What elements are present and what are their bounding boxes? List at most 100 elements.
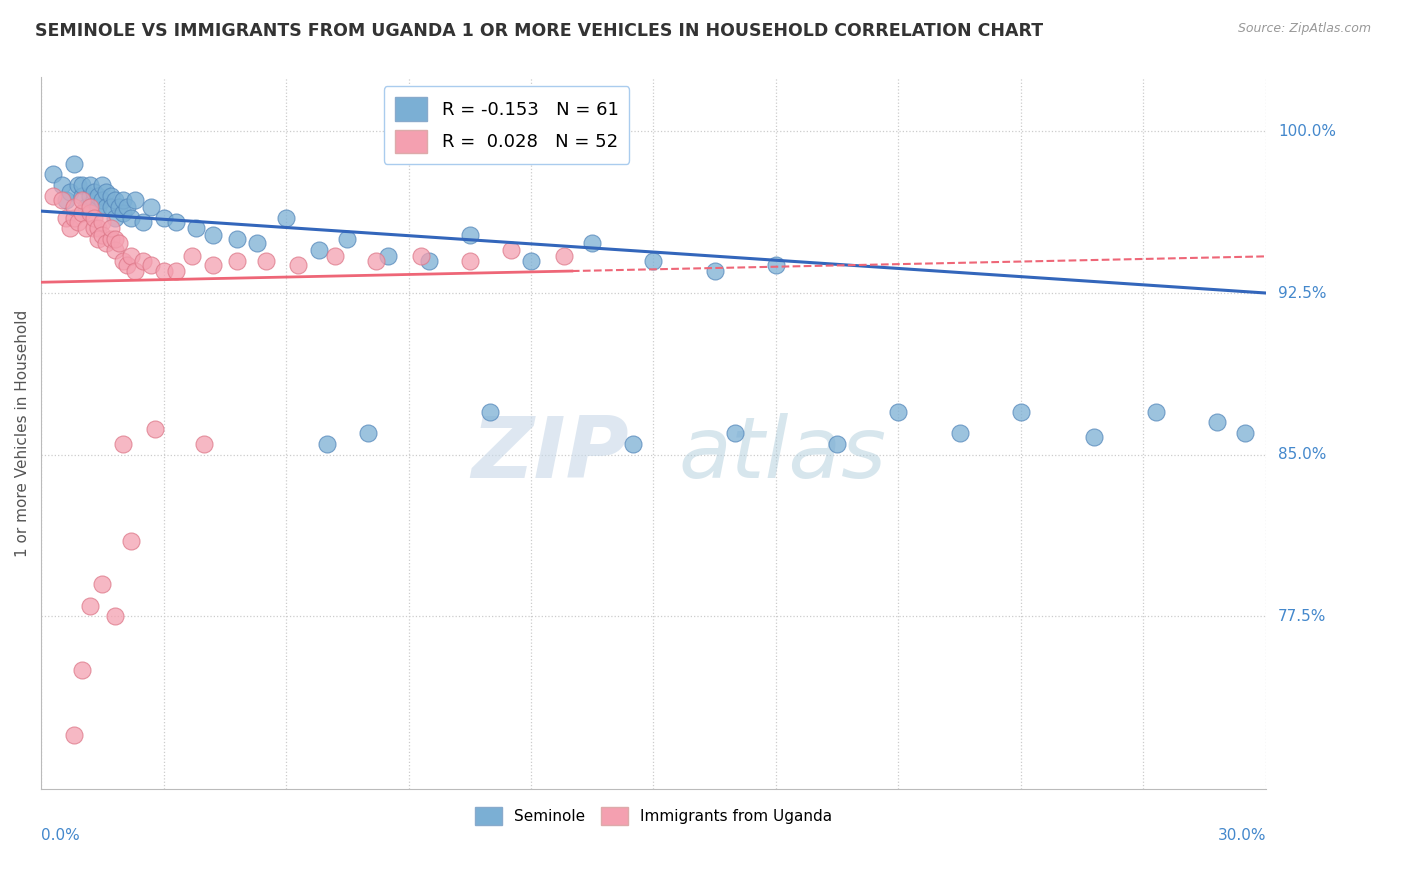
Point [201,227,224,242]
Point [59,185,82,199]
Point [193,437,215,451]
Point [132,253,155,268]
Point [246,236,269,251]
Point [949,426,972,441]
Point [724,426,747,441]
Text: 30.0%: 30.0% [1218,828,1265,843]
Text: SEMINOLE VS IMMIGRANTS FROM UGANDA 1 OR MORE VEHICLES IN HOUSEHOLD CORRELATION C: SEMINOLE VS IMMIGRANTS FROM UGANDA 1 OR … [35,22,1043,40]
Point [62,211,84,225]
Point [825,437,848,451]
Point [115,258,138,272]
Point [62,156,84,170]
Point [91,215,114,229]
Legend: Seminole, Immigrants from Uganda: Seminole, Immigrants from Uganda [468,801,838,831]
Point [115,200,138,214]
Point [120,249,142,263]
Point [104,243,127,257]
Text: ZIP: ZIP [471,413,628,496]
Text: 85.0%: 85.0% [1278,447,1326,462]
Point [83,185,105,199]
Point [581,236,603,251]
Point [132,215,155,229]
Point [377,249,399,263]
Point [79,178,101,193]
Point [104,232,127,246]
Point [51,178,73,193]
Point [120,533,142,548]
Point [111,194,134,208]
Point [55,194,77,208]
Point [152,211,174,225]
Point [120,211,142,225]
Point [100,189,122,203]
Point [87,200,110,214]
Point [553,249,575,263]
Text: 77.5%: 77.5% [1278,609,1326,624]
Point [364,253,387,268]
Point [66,215,89,229]
Point [79,599,101,613]
Text: 0.0%: 0.0% [41,828,80,843]
Point [87,221,110,235]
Point [91,194,114,208]
Text: 92.5%: 92.5% [1278,285,1327,301]
Point [124,194,146,208]
Point [418,253,440,268]
Point [70,206,93,220]
Point [141,200,163,214]
Point [186,221,208,235]
Point [107,200,129,214]
Point [104,609,127,624]
Point [703,264,725,278]
Point [1144,404,1167,418]
Point [100,200,122,214]
Point [1010,404,1032,418]
Point [124,264,146,278]
Point [55,211,77,225]
Point [274,211,297,225]
Point [226,253,249,268]
Point [62,200,84,214]
Point [91,227,114,242]
Point [479,404,502,418]
Point [100,232,122,246]
Point [165,264,187,278]
Point [336,232,359,246]
Point [70,189,93,203]
Point [226,232,249,246]
Point [643,253,665,268]
Point [499,243,522,257]
Point [254,253,277,268]
Point [96,185,118,199]
Point [83,221,105,235]
Point [141,258,163,272]
Point [104,211,127,225]
Point [51,194,73,208]
Point [59,221,82,235]
Point [887,404,910,418]
Point [70,663,93,677]
Point [165,215,187,229]
Point [66,178,89,193]
Point [765,258,787,272]
Point [1234,426,1257,441]
Text: Source: ZipAtlas.com: Source: ZipAtlas.com [1237,22,1371,36]
Point [201,258,224,272]
Point [96,200,118,214]
Point [409,249,432,263]
Point [458,253,481,268]
Point [287,258,309,272]
Point [79,200,101,214]
Point [621,437,644,451]
Point [458,227,481,242]
Point [181,249,204,263]
Point [87,232,110,246]
Point [357,426,380,441]
Point [100,221,122,235]
Text: 100.0%: 100.0% [1278,124,1336,139]
Point [1205,416,1227,430]
Text: atlas: atlas [678,413,886,496]
Point [83,211,105,225]
Point [75,200,97,214]
Point [1083,430,1105,444]
